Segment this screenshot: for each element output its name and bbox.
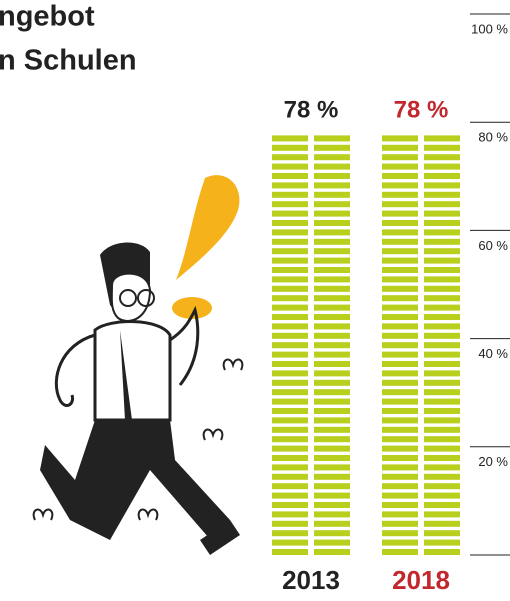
y-tick-label: 60 % — [478, 238, 508, 253]
illustration — [32, 175, 244, 555]
bar — [272, 135, 350, 555]
value-label: 78 % — [284, 96, 339, 123]
x-tick-label: 2013 — [282, 565, 340, 595]
value-label: 78 % — [394, 96, 449, 123]
y-tick-label: 20 % — [478, 454, 508, 469]
chart-title: n Schulen — [0, 45, 137, 77]
y-tick-label: 80 % — [478, 130, 508, 145]
chart-title: ngebot — [0, 1, 95, 33]
y-tick-label: 40 % — [478, 346, 508, 361]
bar — [382, 135, 460, 555]
y-tick-label: 100 % — [471, 21, 508, 36]
x-tick-label: 2018 — [392, 565, 450, 595]
